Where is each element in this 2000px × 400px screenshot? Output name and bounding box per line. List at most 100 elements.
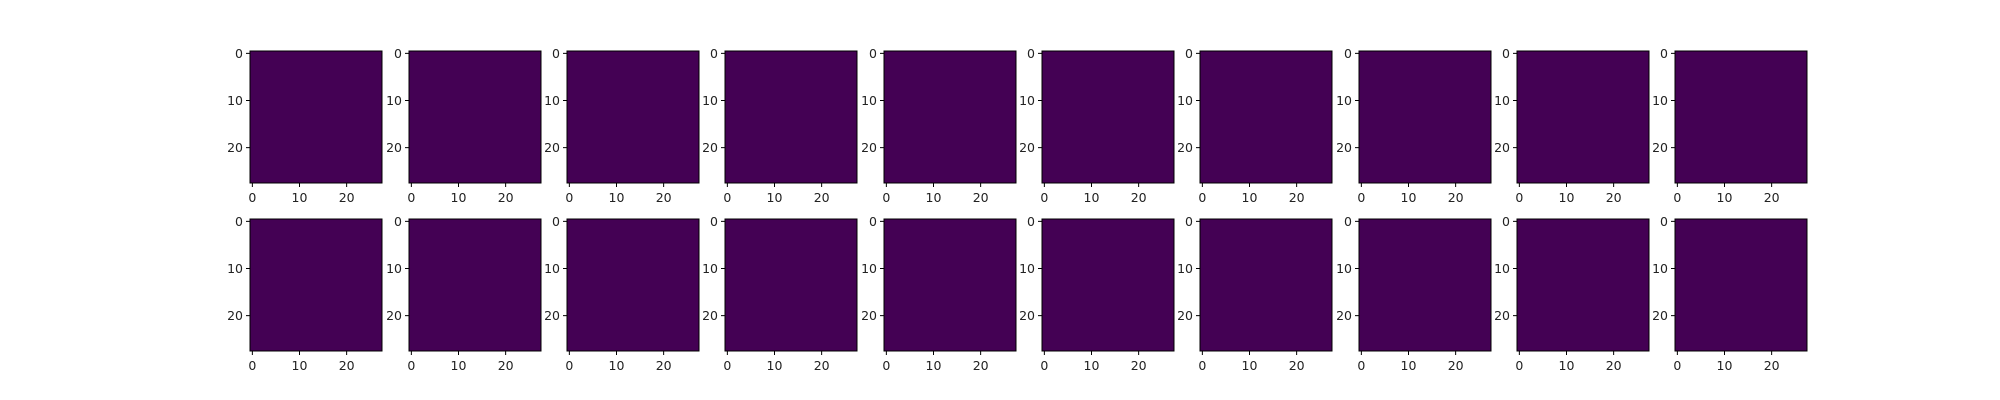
- image-panel: 0 10 20 0 10 20: [702, 46, 858, 205]
- y-tick-label: 20: [227, 308, 243, 323]
- image-panel: 0 10 20 0 10 20: [1494, 214, 1650, 373]
- axes-frame: [1199, 218, 1333, 352]
- image-background: [1042, 219, 1174, 351]
- y-tick-label: 10: [1494, 261, 1510, 276]
- image-background: [884, 219, 1016, 351]
- x-tick-label: 0: [1040, 190, 1048, 205]
- image-panel: 0 10 20 0 10 20: [544, 214, 700, 373]
- x-tick-label: 20: [498, 190, 514, 205]
- x-tick-label: 10: [1717, 358, 1733, 373]
- y-tick-label: 20: [1494, 140, 1510, 155]
- y-tick-label: 0: [710, 46, 718, 61]
- y-tick-label: 10: [386, 93, 402, 108]
- y-tick-label: 0: [869, 214, 877, 229]
- axes-frame: [1041, 218, 1175, 352]
- x-tick-label: 0: [248, 358, 256, 373]
- axes-frame: [1674, 50, 1808, 184]
- x-tick-label: 20: [339, 358, 355, 373]
- x-tick-label: 20: [1131, 190, 1147, 205]
- axes-frame: [1674, 218, 1808, 352]
- x-tick-label: 20: [1448, 358, 1464, 373]
- image-panel: 0 10 20 0 10 20: [1019, 46, 1175, 205]
- y-tick-label: 20: [861, 308, 877, 323]
- y-tick-label: 20: [1652, 140, 1668, 155]
- y-tick-label: 10: [1494, 93, 1510, 108]
- y-tick-label: 10: [702, 93, 718, 108]
- image-panel: 0 10 20 0 10 20: [702, 214, 858, 373]
- x-tick-label: 0: [565, 358, 573, 373]
- x-tick-label: 10: [1084, 190, 1100, 205]
- y-tick-label: 0: [1185, 46, 1193, 61]
- x-tick-label: 10: [1559, 358, 1575, 373]
- image-panel: 0 10 20 0 10 20: [861, 214, 1017, 373]
- y-tick-label: 20: [386, 308, 402, 323]
- image-background: [567, 219, 699, 351]
- x-tick-label: 0: [565, 190, 573, 205]
- axes-frame: [566, 50, 700, 184]
- y-tick-label: 0: [1344, 214, 1352, 229]
- y-tick-label: 10: [861, 261, 877, 276]
- x-tick-label: 10: [609, 190, 625, 205]
- x-tick-label: 10: [1242, 190, 1258, 205]
- x-tick-label: 0: [1515, 358, 1523, 373]
- x-tick-label: 10: [292, 190, 308, 205]
- x-tick-label: 0: [407, 190, 415, 205]
- x-tick-label: 20: [656, 358, 672, 373]
- x-tick-label: 20: [1764, 190, 1780, 205]
- x-tick-label: 0: [1198, 358, 1206, 373]
- x-tick-label: 10: [1401, 190, 1417, 205]
- x-tick-label: 20: [1606, 190, 1622, 205]
- x-tick-label: 10: [609, 358, 625, 373]
- x-tick-label: 10: [451, 358, 467, 373]
- y-tick-label: 0: [235, 46, 243, 61]
- y-tick-label: 0: [1027, 214, 1035, 229]
- y-tick-label: 20: [1336, 308, 1352, 323]
- image-background: [1359, 219, 1491, 351]
- x-tick-label: 0: [1040, 358, 1048, 373]
- axes-frame: [249, 50, 383, 184]
- y-tick-label: 10: [386, 261, 402, 276]
- y-tick-label: 10: [1019, 261, 1035, 276]
- x-tick-label: 10: [1717, 190, 1733, 205]
- image-background: [1517, 219, 1649, 351]
- image-background: [725, 219, 857, 351]
- image-background: [725, 51, 857, 183]
- image-background: [1675, 51, 1807, 183]
- image-background: [1517, 51, 1649, 183]
- x-tick-label: 10: [1401, 358, 1417, 373]
- image-background: [1042, 51, 1174, 183]
- y-tick-label: 0: [1660, 214, 1668, 229]
- image-panel: 0 10 20 0 10 20: [544, 46, 700, 205]
- y-tick-label: 20: [861, 140, 877, 155]
- y-tick-label: 20: [1019, 308, 1035, 323]
- y-tick-label: 10: [227, 93, 243, 108]
- axes-frame: [724, 218, 858, 352]
- image-panel: 0 10 20 0 10 20: [227, 214, 383, 373]
- y-tick-label: 0: [1185, 214, 1193, 229]
- y-tick-label: 10: [1652, 261, 1668, 276]
- x-tick-label: 20: [814, 190, 830, 205]
- y-tick-label: 20: [702, 308, 718, 323]
- y-tick-label: 20: [1177, 140, 1193, 155]
- image-panel: 0 10 20 0 10 20: [1019, 214, 1175, 373]
- y-tick-label: 20: [544, 140, 560, 155]
- x-tick-label: 20: [656, 190, 672, 205]
- image-background: [250, 219, 382, 351]
- image-background: [884, 51, 1016, 183]
- y-tick-label: 0: [552, 46, 560, 61]
- axes-frame: [883, 218, 1017, 352]
- image-background: [1200, 51, 1332, 183]
- x-tick-label: 0: [882, 190, 890, 205]
- x-tick-label: 20: [498, 358, 514, 373]
- x-tick-label: 10: [926, 358, 942, 373]
- x-tick-label: 20: [973, 358, 989, 373]
- x-tick-label: 0: [723, 190, 731, 205]
- axes-frame: [249, 218, 383, 352]
- y-tick-label: 0: [710, 214, 718, 229]
- y-tick-label: 10: [544, 93, 560, 108]
- y-tick-label: 20: [1177, 308, 1193, 323]
- y-tick-label: 20: [227, 140, 243, 155]
- x-tick-label: 20: [1606, 358, 1622, 373]
- x-tick-label: 10: [451, 190, 467, 205]
- x-tick-label: 20: [814, 358, 830, 373]
